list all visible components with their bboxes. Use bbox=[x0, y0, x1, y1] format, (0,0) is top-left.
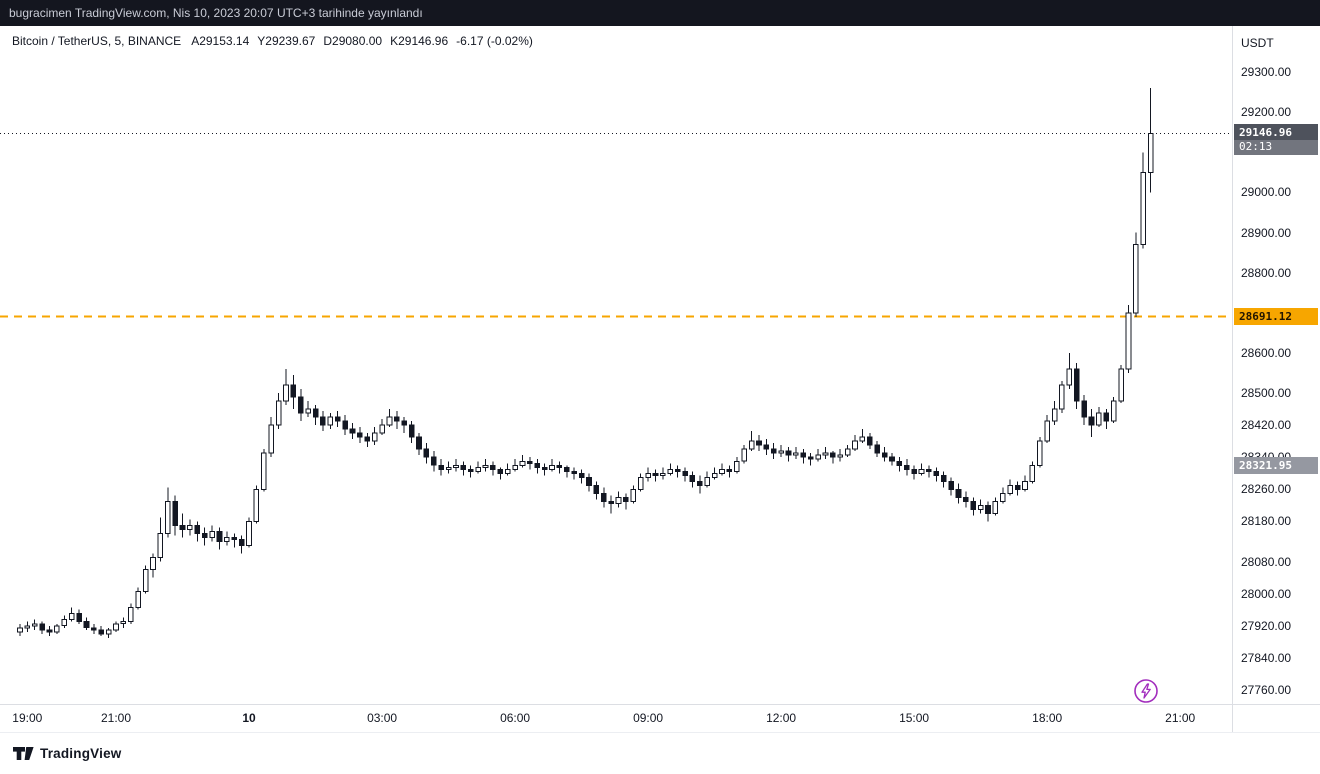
price-tick-label: 28260.00 bbox=[1241, 482, 1292, 497]
high-label: Y bbox=[257, 34, 266, 48]
time-tick-label: 18:00 bbox=[1032, 711, 1063, 725]
axis-corner bbox=[1232, 705, 1320, 732]
ohlc-open: A29153.14 bbox=[191, 34, 249, 48]
close-value: 29146.96 bbox=[398, 34, 449, 48]
price-tick-label: 28180.00 bbox=[1241, 514, 1292, 529]
price-tick-label: 28800.00 bbox=[1241, 265, 1292, 280]
time-tick-label: 15:00 bbox=[899, 711, 930, 725]
high-value: 29239.67 bbox=[265, 34, 316, 48]
price-tick-label: 28900.00 bbox=[1241, 225, 1292, 240]
level-price-value: 28321.95 bbox=[1239, 458, 1292, 472]
price-tick-label: 28000.00 bbox=[1241, 586, 1292, 601]
last-price-badge: 29146.96 02:13 bbox=[1234, 124, 1318, 156]
price-tick-label: 28420.00 bbox=[1241, 418, 1292, 433]
price-tick-label: 28500.00 bbox=[1241, 386, 1292, 401]
alert-price-value: 28691.12 bbox=[1239, 309, 1292, 323]
legend: Bitcoin / TetherUS, 5, BINANCE A29153.14… bbox=[12, 34, 533, 48]
change-value: -6.17 (-0.02%) bbox=[456, 34, 533, 48]
ohlc-low: D29080.00 bbox=[323, 34, 382, 48]
bar-countdown: 02:13 bbox=[1234, 140, 1318, 156]
ohlc-high: Y29239.67 bbox=[257, 34, 315, 48]
price-tick-label: 27840.00 bbox=[1241, 650, 1292, 665]
publish-header: bugracimen TradingView.com, Nis 10, 2023… bbox=[0, 0, 1320, 26]
publish-info-text: bugracimen TradingView.com, Nis 10, 2023… bbox=[9, 6, 423, 20]
time-tick-label: 10 bbox=[242, 711, 256, 725]
price-tick-label: 29000.00 bbox=[1241, 185, 1292, 200]
lightning-icon bbox=[1134, 679, 1158, 703]
footer: TradingView bbox=[0, 732, 1320, 774]
plot-area[interactable]: Bitcoin / TetherUS, 5, BINANCE A29153.14… bbox=[0, 26, 1232, 704]
ohlc-close: K29146.96 bbox=[390, 34, 448, 48]
candlestick-chart[interactable] bbox=[0, 26, 1232, 704]
time-tick-label: 12:00 bbox=[766, 711, 797, 725]
time-tick-label: 09:00 bbox=[633, 711, 664, 725]
level-price-badge: 28321.95 bbox=[1234, 456, 1318, 474]
chart-area: Bitcoin / TetherUS, 5, BINANCE A29153.14… bbox=[0, 26, 1320, 704]
open-value: 29153.14 bbox=[199, 34, 250, 48]
brand-name: TradingView bbox=[40, 746, 122, 761]
low-label: D bbox=[323, 34, 333, 48]
price-tick-label: 28600.00 bbox=[1241, 345, 1292, 360]
tradingview-logo-icon bbox=[13, 747, 34, 760]
price-tick-label: 27760.00 bbox=[1241, 682, 1292, 697]
alert-price-badge: 28691.12 bbox=[1234, 307, 1318, 325]
tradingview-logo[interactable]: TradingView bbox=[13, 746, 121, 761]
price-tick-label: 28080.00 bbox=[1241, 554, 1292, 569]
price-tick-label: 29200.00 bbox=[1241, 105, 1292, 120]
price-tick-label: 27920.00 bbox=[1241, 618, 1292, 633]
time-tick-label: 03:00 bbox=[367, 711, 398, 725]
low-value: 29080.00 bbox=[332, 34, 383, 48]
price-tick-label: 29300.00 bbox=[1241, 65, 1292, 80]
symbol-title[interactable]: Bitcoin / TetherUS, 5, BINANCE bbox=[12, 34, 182, 48]
flash-trade-button[interactable] bbox=[1133, 678, 1159, 704]
axis-currency-label: USDT bbox=[1241, 36, 1274, 50]
price-axis[interactable]: USDT 29146.96 02:13 28691.12 28321.95 29… bbox=[1232, 26, 1320, 704]
time-axis-row: 19:00 21:00 10 03:00 06:00 09:00 12:00 15:00 18:… bbox=[0, 704, 1320, 732]
time-tick-label: 21:00 bbox=[100, 711, 132, 725]
close-label: K bbox=[390, 34, 399, 48]
last-price-value: 29146.96 bbox=[1234, 124, 1318, 141]
time-tick-label: 19:00 bbox=[12, 711, 43, 725]
time-axis[interactable]: 19:00 21:00 10 03:00 06:00 09:00 12:00 15:00 18:… bbox=[0, 705, 1232, 732]
time-tick-label: 21:00 bbox=[1165, 711, 1196, 725]
open-label: A bbox=[191, 34, 200, 48]
time-tick-label: 06:00 bbox=[500, 711, 531, 725]
